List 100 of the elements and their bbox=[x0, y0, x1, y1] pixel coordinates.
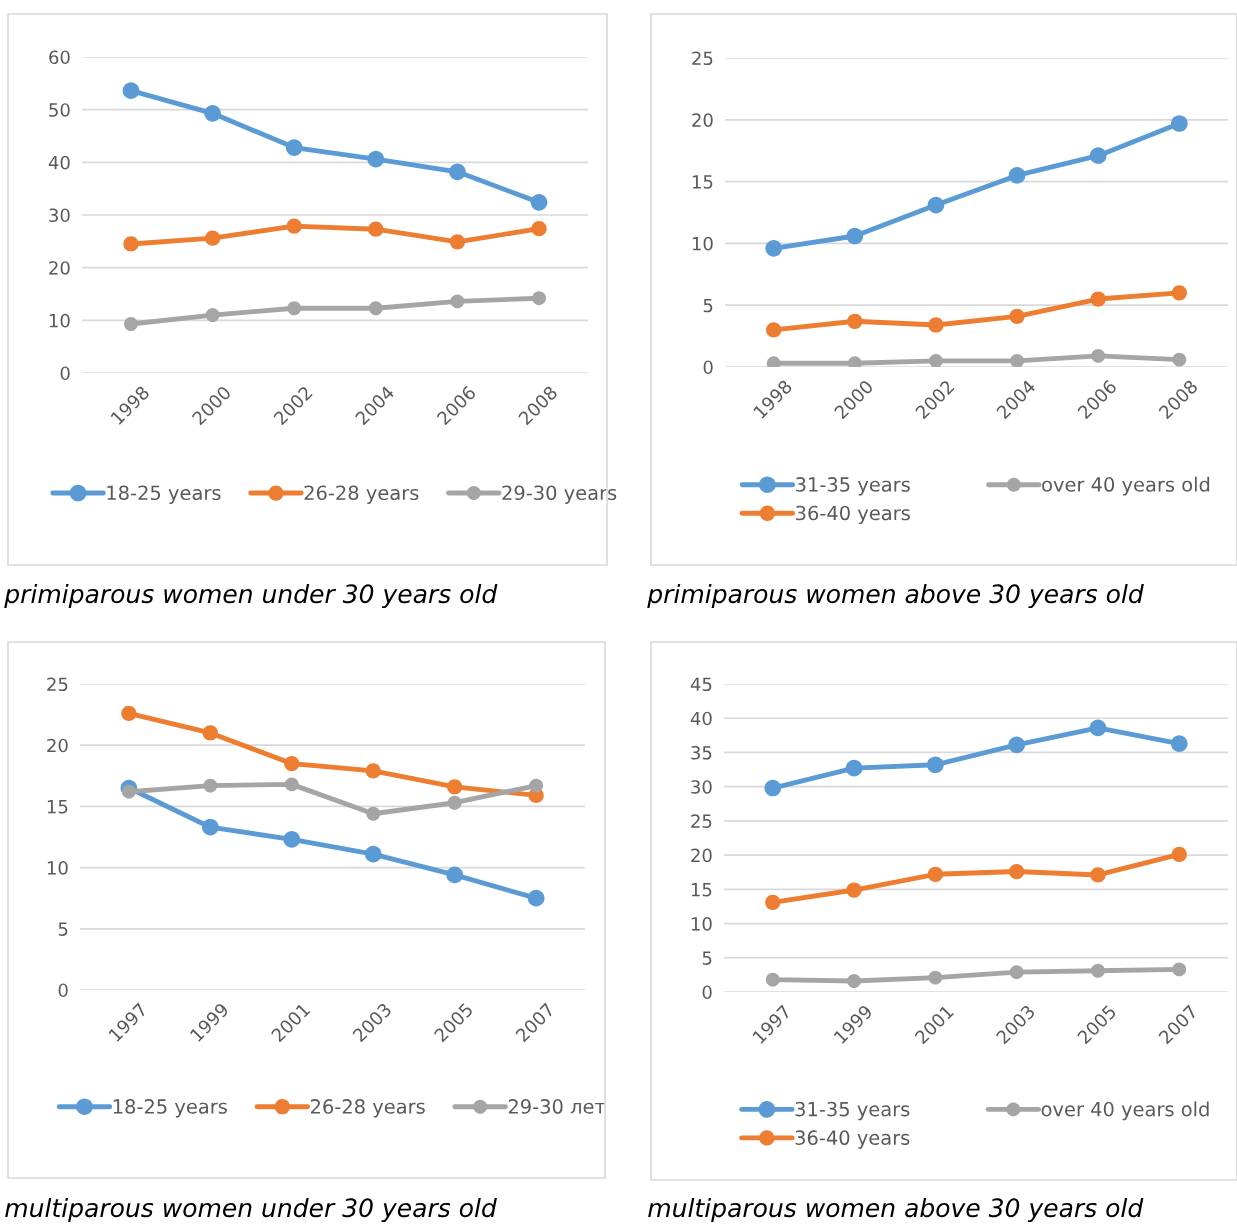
point bbox=[449, 234, 466, 250]
point bbox=[1009, 308, 1025, 324]
point bbox=[122, 82, 140, 100]
point bbox=[205, 308, 220, 323]
legend-label: over 40 years old bbox=[1041, 1101, 1209, 1121]
y-tick-label: 45 bbox=[690, 677, 712, 692]
y-tick-label: 40 bbox=[690, 711, 712, 726]
point bbox=[1089, 147, 1107, 164]
legend-label: 36-40 years bbox=[796, 505, 910, 525]
point bbox=[1170, 735, 1188, 752]
y-tick-label: 25 bbox=[692, 51, 713, 66]
point bbox=[204, 105, 221, 122]
point bbox=[1090, 963, 1105, 978]
point bbox=[1009, 965, 1024, 980]
point bbox=[287, 301, 302, 316]
y-tick-label: 0 bbox=[60, 366, 70, 381]
point bbox=[1170, 115, 1188, 132]
point bbox=[765, 894, 781, 910]
point bbox=[927, 866, 943, 882]
point bbox=[368, 301, 383, 316]
y-tick-label: 20 bbox=[692, 113, 713, 127]
y-tick-label: 30 bbox=[691, 780, 712, 794]
point bbox=[446, 866, 464, 884]
point bbox=[285, 139, 303, 156]
y-tick-label: 20 bbox=[691, 848, 712, 863]
point bbox=[765, 240, 783, 257]
point bbox=[1171, 285, 1187, 301]
point bbox=[846, 882, 862, 898]
point bbox=[847, 974, 862, 988]
y-tick-label: 10 bbox=[49, 313, 70, 328]
y-tick-label: 5 bbox=[58, 922, 68, 936]
y-tick-label: 10 bbox=[47, 861, 68, 875]
legend-label: 18-25 years bbox=[107, 485, 221, 504]
point bbox=[368, 221, 384, 237]
point bbox=[284, 777, 299, 792]
y-tick-label: 50 bbox=[49, 103, 70, 117]
point bbox=[1089, 719, 1107, 737]
point bbox=[202, 725, 218, 741]
point bbox=[530, 194, 548, 211]
legend-label: 36-40 years bbox=[795, 1130, 910, 1149]
point bbox=[765, 972, 780, 987]
text: primiparous women above 30 years old bbox=[647, 583, 1144, 609]
point bbox=[204, 230, 221, 246]
y-tick-label: 0 bbox=[58, 983, 68, 998]
point bbox=[1172, 962, 1187, 977]
legend-label: 26-28 years bbox=[310, 1099, 425, 1118]
point bbox=[928, 317, 944, 333]
point bbox=[1010, 353, 1025, 367]
legend-label: 18-25 years bbox=[113, 1099, 227, 1118]
point bbox=[286, 218, 302, 234]
y-tick-label: 25 bbox=[47, 677, 68, 692]
y-tick-label: 0 bbox=[703, 360, 713, 375]
point bbox=[1009, 863, 1025, 880]
point bbox=[1172, 352, 1187, 367]
y-tick-label: 0 bbox=[702, 985, 712, 1000]
point bbox=[121, 705, 137, 722]
legend-label: 29-30 years bbox=[502, 485, 617, 504]
point bbox=[201, 818, 219, 836]
y-tick-label: 10 bbox=[692, 236, 713, 251]
y-tick-label: 5 bbox=[703, 298, 713, 313]
point bbox=[447, 779, 463, 795]
legend-label: 31-35 years bbox=[796, 477, 910, 496]
legend-label: 26-28 years bbox=[304, 485, 419, 504]
point bbox=[1171, 846, 1187, 863]
point bbox=[1090, 867, 1106, 883]
legend-label: over 40 years old bbox=[1042, 476, 1210, 496]
y-tick-label: 20 bbox=[47, 738, 68, 753]
text: multiparous women under 30 years old bbox=[5, 1197, 497, 1223]
point bbox=[529, 778, 544, 793]
point bbox=[847, 313, 863, 329]
point bbox=[449, 163, 466, 181]
text: primiparous women under 30 years old bbox=[4, 583, 498, 609]
point bbox=[367, 150, 385, 168]
point bbox=[284, 755, 300, 772]
point bbox=[365, 763, 381, 779]
y-tick-label: 10 bbox=[691, 917, 712, 931]
point bbox=[766, 322, 782, 338]
point bbox=[1091, 348, 1106, 363]
point bbox=[532, 291, 546, 306]
point bbox=[927, 756, 944, 774]
point bbox=[283, 831, 301, 848]
point bbox=[928, 970, 943, 985]
point bbox=[1008, 736, 1025, 754]
point bbox=[447, 795, 462, 810]
y-tick-label: 25 bbox=[691, 814, 712, 829]
point bbox=[845, 759, 863, 777]
y-tick-label: 15 bbox=[691, 883, 712, 897]
y-tick-label: 60 bbox=[49, 50, 70, 65]
point bbox=[121, 784, 136, 799]
point bbox=[927, 196, 945, 214]
y-tick-label: 35 bbox=[691, 745, 712, 760]
point bbox=[124, 317, 138, 331]
y-tick-label: 20 bbox=[49, 261, 70, 275]
point bbox=[1090, 291, 1106, 307]
point bbox=[527, 889, 545, 907]
y-tick-label: 15 bbox=[692, 175, 713, 189]
point bbox=[846, 227, 864, 245]
point bbox=[203, 778, 218, 793]
text: multiparous women above 30 years old bbox=[648, 1197, 1144, 1223]
legend-label: 29-30 лет bbox=[508, 1099, 606, 1114]
